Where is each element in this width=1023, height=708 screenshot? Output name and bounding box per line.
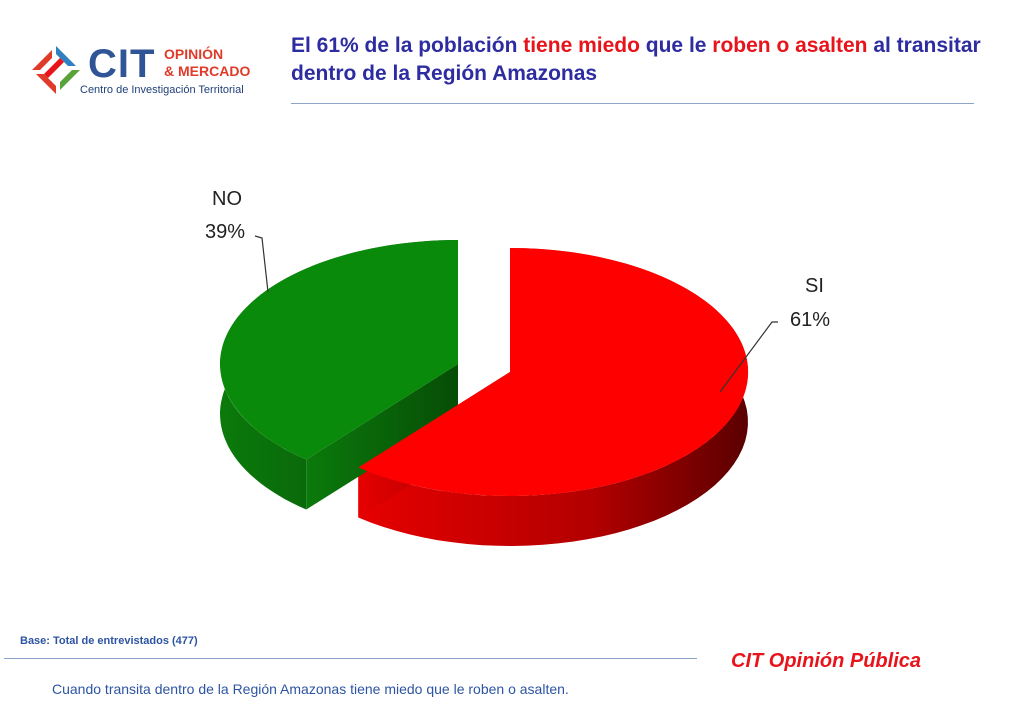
logo-brand: CIT (88, 42, 156, 86)
slice-si (358, 247, 749, 496)
leader-line-si (719, 321, 778, 393)
label-name-si: SI (805, 275, 824, 297)
cit-logo: CIT OPINIÓN & MERCADO Centro de Investig… (28, 38, 268, 100)
footer-brand: CIT Opinión Pública (731, 650, 921, 672)
base-note: Base: Total de entrevistados (477) (20, 635, 198, 647)
title-part-1: tiene miedo (523, 34, 640, 57)
page-title: El 61% de la población tiene miedo que l… (291, 32, 991, 88)
title-part-0: El 61% de la población (291, 34, 524, 57)
label-value-no: 39% (205, 221, 245, 243)
pie-slices (220, 240, 749, 546)
label-value-si: 61% (790, 309, 830, 331)
footer-divider (4, 658, 697, 659)
title-divider (291, 103, 974, 104)
logo-subtitle: Centro de Investigación Territorial (80, 84, 244, 96)
logo-mark-icon (32, 46, 80, 94)
slice-cut-no (306, 364, 458, 510)
logo-line2: & MERCADO (164, 63, 251, 79)
title-part-4: al transitar dentro de la Región Amazona… (291, 34, 981, 85)
title-part-2: que le (639, 34, 713, 57)
slice-side-si (358, 248, 748, 546)
label-name-no: NO (212, 188, 242, 210)
survey-question: Cuando transita dentro de la Región Amaz… (52, 681, 569, 697)
title-part-3: roben o asalten (712, 34, 868, 57)
slice-no (220, 240, 458, 460)
leader-line-no (254, 235, 269, 293)
pie-labels: SI 61% NO 39% (205, 188, 830, 393)
logo-line1: OPINIÓN (164, 46, 224, 62)
